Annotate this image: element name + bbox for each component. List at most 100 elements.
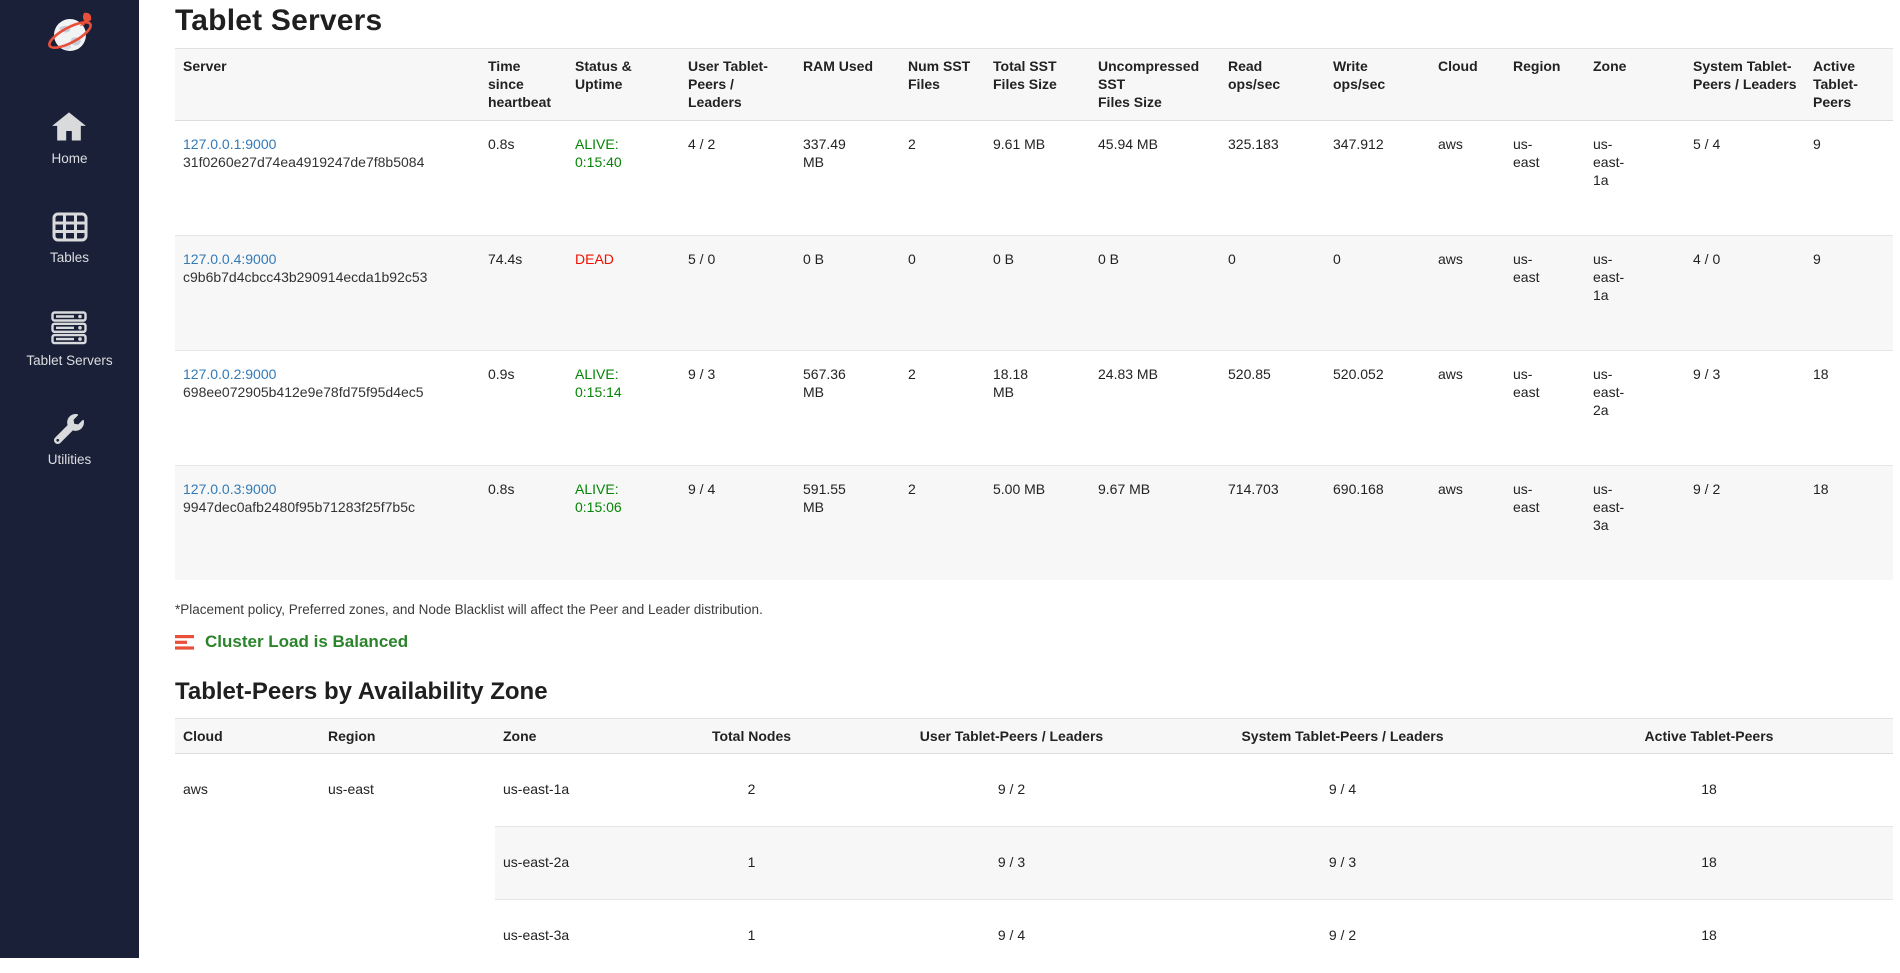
read-ops-cell: 325.183 bbox=[1228, 135, 1279, 152]
system-peers-cell: 9 / 4 bbox=[1328, 781, 1357, 798]
sidebar-item-home[interactable]: Home bbox=[51, 111, 88, 166]
region-cell: us-east bbox=[328, 781, 374, 798]
column-header: User Tablet- Peers / Leaders bbox=[680, 48, 795, 121]
num-sst-files-cell: 2 bbox=[900, 464, 985, 581]
sidebar-item-label: Tablet Servers bbox=[26, 353, 113, 368]
column-header: Server bbox=[175, 48, 480, 121]
ram-used-cell: 0 B bbox=[795, 234, 900, 351]
sidebar-item-tablet-servers[interactable]: Tablet Servers bbox=[26, 311, 113, 368]
server-address-link[interactable]: 127.0.0.4:9000 bbox=[183, 250, 277, 267]
column-header: User Tablet-Peers / Leaders bbox=[863, 718, 1160, 755]
table-row: 127.0.0.4:9000 c9b6b7d4cbcc43b290914ecda1… bbox=[175, 234, 1893, 351]
status-badge: ALIVE: 0:15:06 bbox=[575, 480, 622, 515]
column-header: Total SST Files Size bbox=[985, 48, 1090, 121]
zone-cell: us-east-1a bbox=[503, 781, 570, 798]
home-icon bbox=[51, 111, 87, 143]
yugabyte-logo[interactable] bbox=[45, 10, 95, 65]
region-cell: us-east bbox=[1513, 135, 1540, 170]
zone-cell: us-east-1a bbox=[1585, 234, 1685, 351]
heartbeat-cell: 0.9s bbox=[480, 349, 567, 466]
server-uuid: 698ee072905b412e9e78fd75f95d4ec5 bbox=[183, 383, 424, 400]
cloud-cell: aws bbox=[1430, 349, 1505, 466]
column-header: Write ops/sec bbox=[1325, 48, 1430, 121]
status-badge: DEAD bbox=[575, 250, 614, 267]
read-ops-cell: 520.85 bbox=[1220, 349, 1325, 466]
column-header: System Tablet-Peers / Leaders bbox=[1160, 718, 1525, 755]
column-header: Zone bbox=[1585, 48, 1685, 121]
server-cell: 127.0.0.1:9000 31f0260e27d74ea4919247de7f… bbox=[175, 120, 480, 235]
page-title: Tablet Servers bbox=[175, 4, 383, 37]
server-address-link[interactable]: 127.0.0.1:9000 bbox=[183, 135, 277, 152]
system-peers-cell: 9 / 2 bbox=[1160, 899, 1525, 973]
column-header: Region bbox=[1505, 48, 1585, 121]
zone-cell: us-east-2a bbox=[1585, 349, 1685, 466]
region-cell: us-east bbox=[1505, 349, 1585, 466]
user-peers-cell: 9 / 2 bbox=[997, 781, 1026, 798]
ram-used-cell: 337.49 MB bbox=[803, 135, 846, 170]
tablet-servers-table: Server Time since heartbeat Status & Uptim… bbox=[175, 48, 1893, 581]
status-badge: ALIVE: 0:15:14 bbox=[575, 365, 622, 400]
placement-footnote: *Placement policy, Preferred zones, and … bbox=[175, 602, 763, 618]
column-header: Zone bbox=[495, 718, 640, 755]
uncompressed-sst-size-cell: 24.83 MB bbox=[1090, 349, 1220, 466]
server-address-link[interactable]: 127.0.0.3:9000 bbox=[183, 480, 277, 497]
status-cell: DEAD bbox=[567, 234, 680, 351]
region-cell: us-east bbox=[1505, 464, 1585, 581]
zones-table-header: Cloud Region Zone Total Nodes User Tablet-Pe… bbox=[175, 718, 1893, 755]
table-row: 127.0.0.2:9000 698ee072905b412e9e78fd75f9… bbox=[175, 349, 1893, 466]
write-ops-cell: 520.052 bbox=[1325, 349, 1430, 466]
column-header: System Tablet- Peers / Leaders bbox=[1685, 48, 1805, 121]
total-nodes-cell: 1 bbox=[640, 899, 863, 973]
active-peers-cell: 18 bbox=[1701, 781, 1717, 798]
user-peers-cell: 5 / 0 bbox=[680, 234, 795, 351]
heartbeat-cell: 0.8s bbox=[488, 135, 515, 152]
server-address-link[interactable]: 127.0.0.2:9000 bbox=[183, 365, 277, 382]
server-cell: 127.0.0.3:9000 9947dec0afb2480f95b71283f2… bbox=[175, 464, 480, 581]
zone-cell: us-east-3a bbox=[1585, 464, 1685, 581]
zone-cell: us-east-2a bbox=[495, 826, 640, 900]
cluster-load-text: Cluster Load is Balanced bbox=[205, 632, 409, 652]
column-header: Region bbox=[320, 718, 495, 755]
tablet-servers-icon bbox=[51, 311, 88, 345]
system-peers-cell: 5 / 4 bbox=[1693, 135, 1721, 152]
sidebar-item-tables[interactable]: Tables bbox=[50, 212, 89, 265]
total-sst-size-cell: 0 B bbox=[985, 234, 1090, 351]
sidebar-item-utilities[interactable]: Utilities bbox=[48, 414, 91, 467]
status-cell: ALIVE: 0:15:06 bbox=[567, 464, 680, 581]
column-header: Cloud bbox=[175, 718, 320, 755]
heartbeat-cell: 74.4s bbox=[480, 234, 567, 351]
table-row: 127.0.0.3:9000 9947dec0afb2480f95b71283f2… bbox=[175, 464, 1893, 581]
total-sst-size-cell: 9.61 MB bbox=[993, 135, 1046, 152]
region-cell: us-east bbox=[1505, 234, 1585, 351]
ram-used-cell: 591.55 MB bbox=[795, 464, 900, 581]
column-header: Uncompressed SST Files Size bbox=[1090, 48, 1220, 121]
write-ops-cell: 347.912 bbox=[1333, 135, 1384, 152]
column-header: Active Tablet-Peers bbox=[1525, 718, 1893, 755]
table-row: aws us-east us-east-1a 2 9 / 2 9 / 4 18 bbox=[175, 754, 1893, 827]
total-nodes-cell: 1 bbox=[640, 826, 863, 900]
tables-icon bbox=[52, 212, 88, 242]
total-sst-size-cell: 5.00 MB bbox=[985, 464, 1090, 581]
tablet-servers-table-header: Server Time since heartbeat Status & Uptim… bbox=[175, 48, 1893, 121]
server-uuid: 31f0260e27d74ea4919247de7f8b5084 bbox=[183, 153, 425, 170]
ram-used-cell: 567.36 MB bbox=[795, 349, 900, 466]
user-peers-cell: 9 / 4 bbox=[680, 464, 795, 581]
user-peers-cell: 9 / 4 bbox=[863, 899, 1160, 973]
column-header: Cloud bbox=[1430, 48, 1505, 121]
column-header: RAM Used bbox=[795, 48, 900, 121]
cloud-cell: aws bbox=[1430, 464, 1505, 581]
status-badge: ALIVE: 0:15:40 bbox=[575, 135, 622, 170]
user-peers-cell: 9 / 3 bbox=[863, 826, 1160, 900]
active-peers-cell: 9 bbox=[1805, 234, 1893, 351]
system-peers-cell: 4 / 0 bbox=[1685, 234, 1805, 351]
active-peers-cell: 9 bbox=[1813, 135, 1821, 152]
system-peers-cell: 9 / 2 bbox=[1685, 464, 1805, 581]
column-header: Time since heartbeat bbox=[480, 48, 567, 121]
active-peers-cell: 18 bbox=[1805, 349, 1893, 466]
cloud-cell: aws bbox=[183, 781, 208, 798]
wrench-icon bbox=[54, 414, 85, 445]
total-nodes-cell: 2 bbox=[747, 781, 756, 798]
zones-section-title: Tablet-Peers by Availability Zone bbox=[175, 678, 548, 706]
column-header: Num SST Files bbox=[900, 48, 985, 121]
cluster-load-status: Cluster Load is Balanced bbox=[175, 632, 1900, 652]
